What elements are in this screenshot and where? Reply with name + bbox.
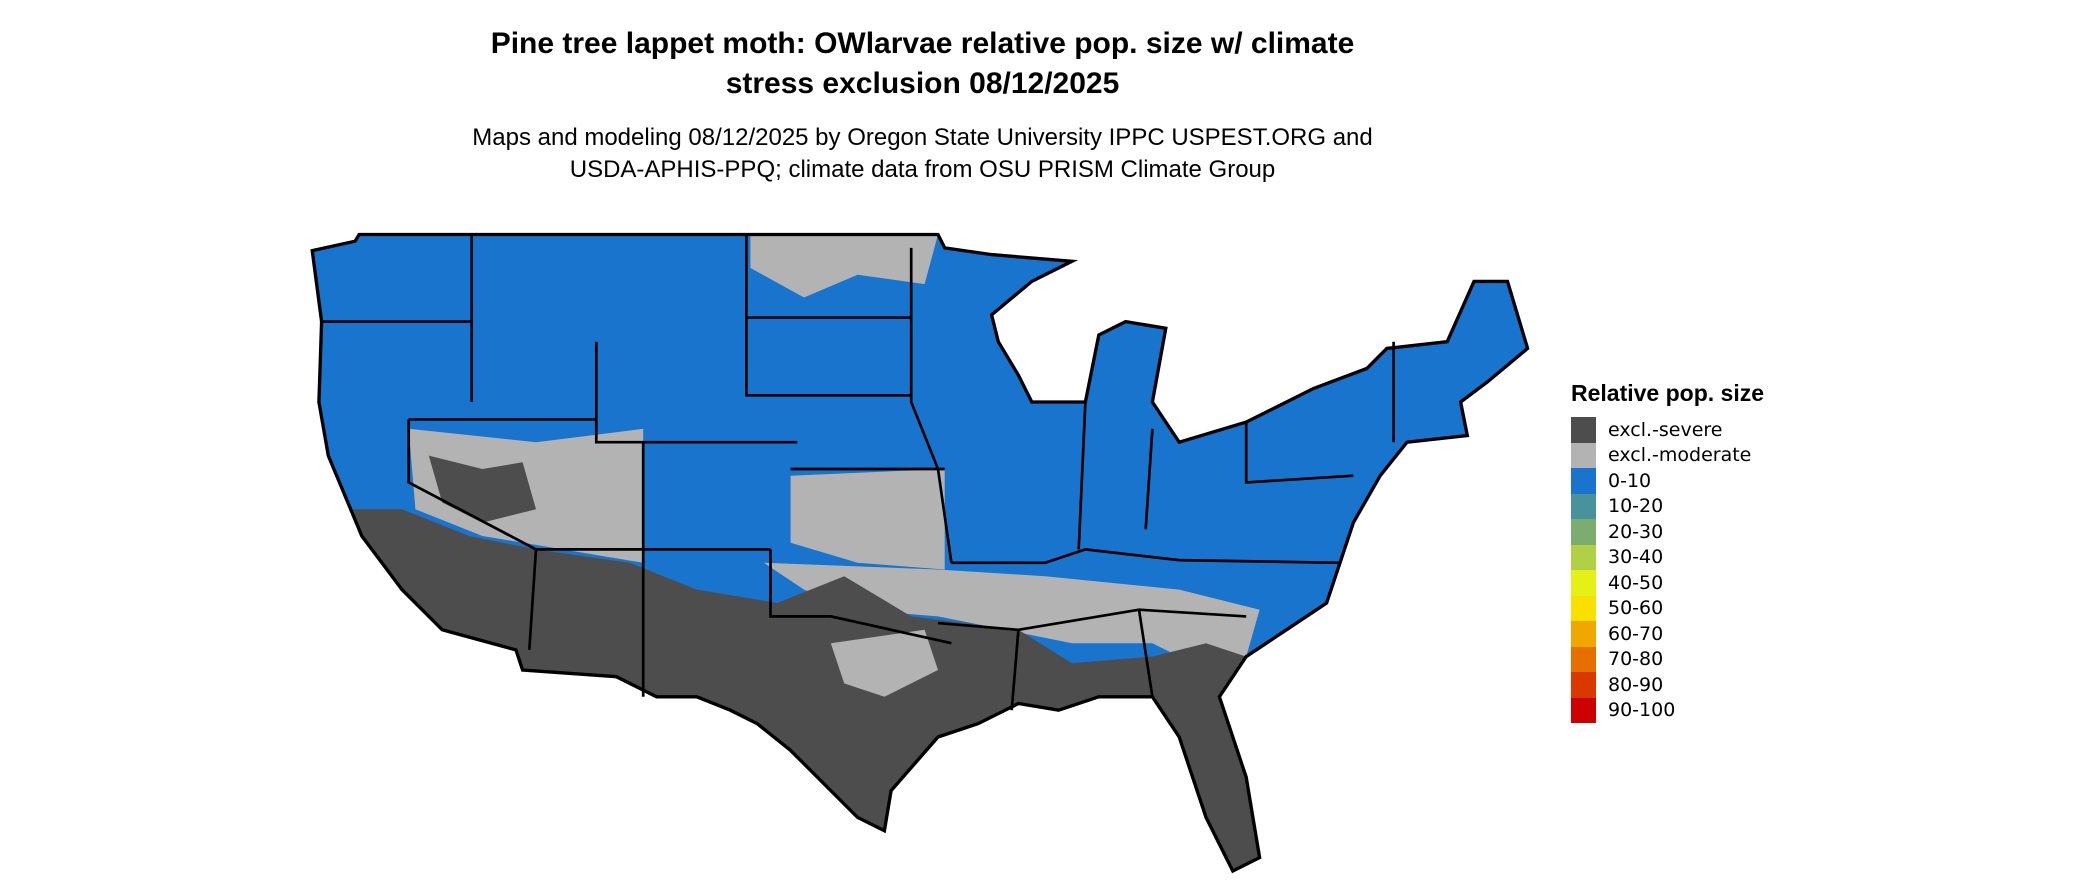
legend-item: excl.-severe [1571,417,1764,443]
legend-swatch [1571,595,1596,621]
map-title: Pine tree lappet moth: OWlarvae relative… [0,24,1845,104]
legend-swatch [1571,519,1596,545]
legend-swatch [1571,493,1596,519]
legend-label: 60-70 [1608,622,1664,645]
legend-item: 50-60 [1571,595,1764,621]
legend-item: excl.-moderate [1571,442,1764,468]
subtitle-line: Maps and modeling 08/12/2025 by Oregon S… [472,124,1373,151]
region-excl-severe-southwest [335,509,1260,872]
legend-label: excl.-moderate [1608,444,1752,467]
region-excl-moderate-texas-patches [830,629,938,697]
legend-item: 40-50 [1571,570,1764,596]
region-excl-moderate-plains [790,469,945,570]
legend-swatch [1571,544,1596,570]
legend-label: 0-10 [1608,469,1652,492]
title-line: stress exclusion 08/12/2025 [725,67,1120,100]
title-line: Pine tree lappet moth: OWlarvae relative… [490,27,1355,60]
legend-swatch [1571,621,1596,647]
legend-swatch [1571,570,1596,596]
legend-label: 30-40 [1608,546,1664,569]
map-subtitle: Maps and modeling 08/12/2025 by Oregon S… [0,122,1845,186]
legend-items: excl.-severe excl.-moderate 0-10 10-20 20-30… [1571,417,1764,723]
legend-item: 30-40 [1571,544,1764,570]
legend-swatch [1571,697,1596,723]
legend-item: 70-80 [1571,646,1764,672]
legend-label: 80-90 [1608,673,1664,696]
subtitle-line: USDA-APHIS-PPQ; climate data from OSU PR… [569,156,1276,183]
legend-label: 70-80 [1608,648,1664,671]
state-borders [321,234,1395,711]
legend-swatch [1571,646,1596,672]
legend-swatch [1571,468,1596,494]
region-excl-moderate-southeast [763,562,1260,670]
legend-label: 10-20 [1608,495,1664,518]
legend: Relative pop. size excl.-severe excl.-mod… [1571,380,1764,723]
legend-label: 90-100 [1608,699,1676,722]
legend-item: 20-30 [1571,519,1764,545]
legend-label: 40-50 [1608,571,1664,594]
legend-title: Relative pop. size [1571,380,1765,406]
legend-label: 20-30 [1608,520,1664,543]
legend-item: 90-100 [1571,697,1764,723]
legend-item: 80-90 [1571,672,1764,698]
legend-swatch [1571,672,1596,698]
region-excl-moderate-north-dakota [750,234,939,298]
legend-swatch [1571,442,1596,468]
legend-item: 0-10 [1571,468,1764,494]
legend-item: 10-20 [1571,493,1764,519]
legend-item: 60-70 [1571,621,1764,647]
legend-label: 50-60 [1608,597,1664,620]
legend-swatch [1571,417,1596,443]
legend-label: excl.-severe [1608,418,1723,441]
